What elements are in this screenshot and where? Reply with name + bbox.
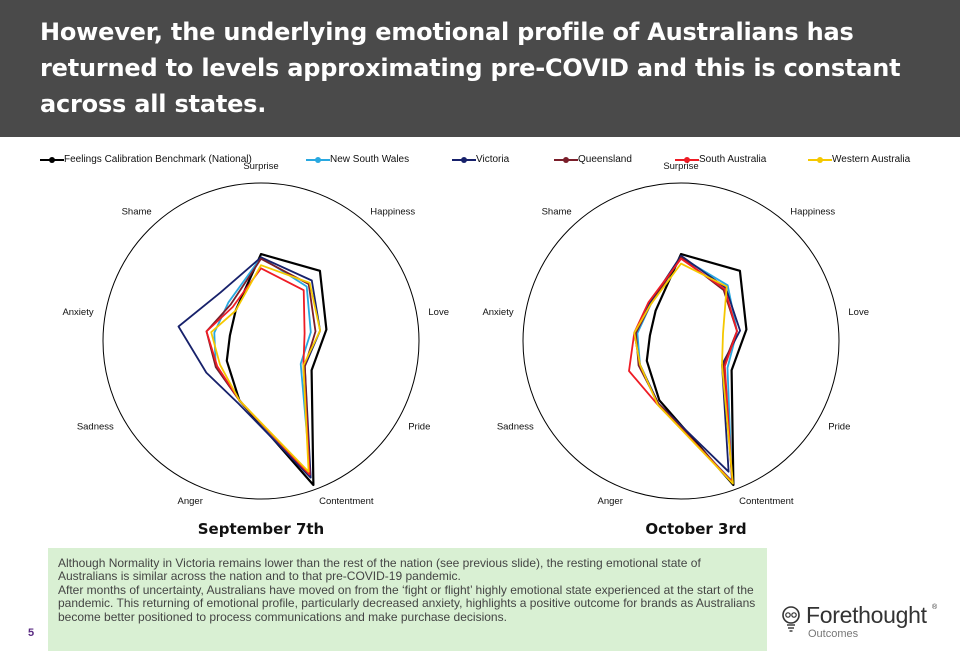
slide-header: However, the underlying emotional profil…: [0, 0, 960, 137]
logo-registered: ®: [932, 604, 938, 611]
radar-chart-september: Surprise Happiness Love Pride Contentment Ang…: [62, 161, 449, 507]
legend-label: Western Australia: [832, 154, 911, 165]
chart-legend: Feelings Calibration Benchmark (National…: [40, 152, 930, 168]
axis-label-sadness: Sadness: [77, 422, 114, 433]
legend-item: Western Australia: [808, 152, 910, 168]
axis-label-sadness: Sadness: [497, 422, 534, 433]
series-line-south-australia: [205, 267, 311, 476]
legend-swatch: [40, 152, 64, 168]
axis-label-pride: Pride: [828, 422, 850, 433]
logo-subtitle: Outcomes: [808, 628, 859, 640]
legend-item: Feelings Calibration Benchmark (National…: [40, 152, 252, 168]
axis-label-contentment: Contentment: [319, 496, 374, 507]
axis-label-shame: Shame: [542, 206, 572, 217]
legend-label: Queensland: [578, 154, 632, 165]
legend-swatch: [554, 152, 578, 168]
note-paragraph-1: Although Normality in Victoria remains l…: [58, 556, 701, 584]
legend-swatch: [675, 152, 699, 168]
logo-brand: Forethought: [806, 602, 927, 628]
axis-label-pride: Pride: [408, 422, 430, 433]
axis-label-surprise: Surprise: [243, 161, 278, 172]
series-line-victoria: [177, 256, 322, 479]
axis-label-anxiety: Anxiety: [482, 307, 513, 318]
chart-title-september: September 7th: [197, 520, 325, 538]
note-paragraph-2: After months of uncertainty, Australians…: [58, 582, 756, 624]
axis-label-shame: Shame: [122, 206, 152, 217]
legend-label: Victoria: [476, 154, 510, 165]
axis-label-contentment: Contentment: [739, 496, 794, 507]
axis-label-happiness: Happiness: [790, 206, 835, 217]
radar-chart-october: Surprise Happiness Love Pride Contentment Ang…: [482, 161, 869, 507]
radar-outline: [102, 182, 420, 500]
axis-label-happiness: Happiness: [370, 206, 415, 217]
slide-title: However, the underlying emotional profil…: [40, 18, 901, 118]
axis-label-surprise: Surprise: [663, 161, 698, 172]
legend-swatch: [808, 152, 832, 168]
legend-item: South Australia: [675, 152, 766, 168]
legend-label: South Australia: [699, 154, 767, 165]
axis-label-anxiety: Anxiety: [62, 307, 93, 318]
series-line-western-australia: [210, 264, 322, 473]
legend-label: New South Wales: [330, 154, 410, 165]
legend-swatch: [306, 152, 330, 168]
series-line-south-australia: [628, 257, 738, 483]
summary-note: Although Normality in Victoria remains l…: [48, 548, 767, 651]
axis-label-anger: Anger: [178, 496, 203, 507]
legend-label: Feelings Calibration Benchmark (National…: [64, 154, 252, 165]
axis-label-love: Love: [848, 307, 869, 318]
radar-outline: [522, 182, 840, 500]
series-line-western-australia: [633, 262, 734, 485]
axis-label-anger: Anger: [598, 496, 623, 507]
lightbulb-icon: [782, 606, 800, 632]
axis-label-love: Love: [428, 307, 449, 318]
legend-item: New South Wales: [306, 152, 409, 168]
chart-title-october: October 3rd: [645, 520, 747, 538]
legend-item: Victoria: [452, 152, 509, 168]
page-number: 5: [28, 627, 35, 639]
forethought-logo: Forethought ® Outcomes: [780, 602, 950, 642]
legend-swatch: [452, 152, 476, 168]
legend-item: Queensland: [554, 152, 632, 168]
